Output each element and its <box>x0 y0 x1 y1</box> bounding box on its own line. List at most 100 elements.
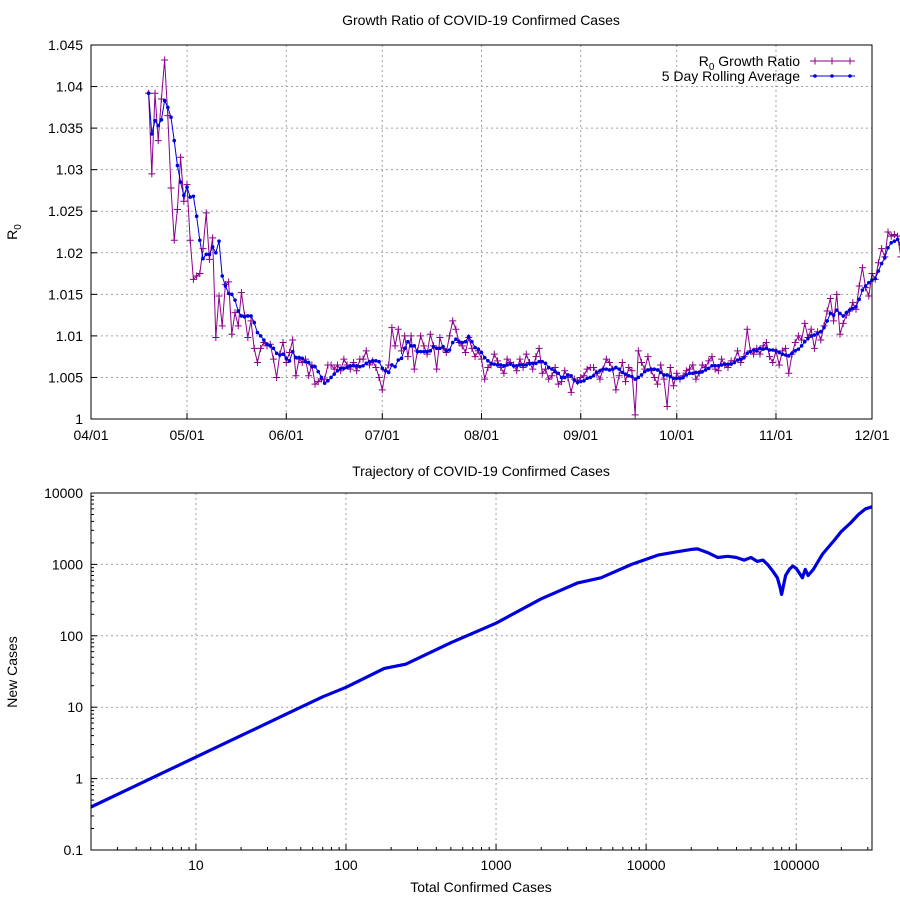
chart1-x-tick-label: 12/01 <box>854 427 889 443</box>
chart1-daily-point <box>305 372 313 380</box>
chart1-daily-point <box>359 355 367 363</box>
chart1-rolling-point <box>652 367 657 371</box>
chart1-rolling-point <box>383 368 388 373</box>
chart1-rolling-point <box>182 193 186 198</box>
chart1-rolling-point <box>729 362 733 366</box>
chart1-rolling-point <box>316 369 321 374</box>
chart1-y-tick-label: 1.025 <box>48 203 83 219</box>
chart1-daily-point <box>638 358 646 366</box>
chart1-x-tick-label: 11/01 <box>759 427 793 443</box>
chart1-rolling-point <box>732 360 737 365</box>
chart1-daily-point <box>212 334 220 342</box>
chart1-daily-point <box>196 270 204 278</box>
chart1-daily-point <box>522 350 530 358</box>
chart1-x-tick-label: 06/01 <box>269 427 304 443</box>
chart1-rolling-point <box>818 329 823 334</box>
chart1-rolling-point <box>847 308 852 312</box>
chart1-y-tick-label: 1.005 <box>48 369 83 385</box>
chart1-daily-point <box>340 355 348 363</box>
chart1-rolling-point <box>521 363 525 367</box>
chart1-daily-point <box>445 332 453 340</box>
legend-rolling-marker <box>848 74 852 78</box>
chart1-rolling-point <box>790 351 794 356</box>
chart1-daily-point <box>794 332 802 340</box>
chart1-rolling-point <box>828 311 833 316</box>
chart1-rolling-point <box>684 373 689 377</box>
chart1-daily-point <box>289 336 297 344</box>
chart1-rolling-point <box>796 347 801 351</box>
chart1-rolling-point <box>719 363 724 367</box>
chart1-rolling-point <box>380 366 385 371</box>
chart1-rolling-point <box>694 370 698 375</box>
chart1-rolling-point <box>297 355 301 360</box>
chart1-daily-point <box>807 325 815 333</box>
chart1-rolling-point <box>745 351 749 356</box>
chart2-y-tick-label: 1 <box>75 771 83 787</box>
chart1-daily-point <box>273 373 281 381</box>
chart1-daily-point <box>391 342 399 350</box>
chart1-daily-point <box>173 206 181 214</box>
chart1-rolling-point <box>191 194 196 199</box>
chart1-rolling-point <box>262 338 266 342</box>
chart1-rolling-point <box>287 359 292 363</box>
chart1-daily-point <box>650 373 658 381</box>
chart1-rolling-point <box>268 344 273 348</box>
growth-ratio-chart: Growth Ratio of COVID-19 Confirmed Cases… <box>4 12 900 443</box>
chart1-daily-point <box>887 232 895 240</box>
chart1-daily-point <box>199 245 207 253</box>
chart1-rolling-point <box>249 314 253 318</box>
chart1-daily-point <box>535 344 543 352</box>
chart1-daily-point <box>865 292 873 300</box>
chart1-rolling-point <box>751 348 756 352</box>
chart1-rolling-point <box>495 363 500 367</box>
chart1-daily-point <box>401 332 409 340</box>
chart1-rolling-point <box>671 376 676 381</box>
chart1-rolling-point <box>546 365 551 370</box>
chart1-rolling-point <box>214 250 218 255</box>
chart1-rolling-point <box>489 361 493 366</box>
chart1-daily-point <box>878 245 886 253</box>
chart1-rolling-point <box>306 360 311 365</box>
chart1-daily-point <box>897 256 900 258</box>
chart1-rolling-point <box>233 298 237 302</box>
chart1-daily-point <box>714 367 722 375</box>
chart1-daily-point <box>404 353 412 361</box>
chart1-daily-point <box>417 332 425 340</box>
chart1-rolling-point <box>681 375 685 380</box>
chart1-x-tick-label: 07/01 <box>365 427 400 443</box>
chart1-rolling-point <box>761 347 765 351</box>
chart1-daily-point <box>253 358 261 366</box>
chart1-rolling-point <box>172 138 177 143</box>
chart1-rolling-point <box>767 348 772 352</box>
chart1-rolling-point <box>418 349 423 354</box>
chart1-rolling-point <box>626 373 631 378</box>
chart1-daily-point <box>830 317 838 325</box>
chart1-daily-point <box>170 236 178 244</box>
chart1-rolling-point <box>210 245 215 249</box>
chart1-daily-point <box>161 56 169 64</box>
legend-rolling-marker <box>830 74 834 78</box>
chart1-rolling-point <box>162 98 167 103</box>
chart1-rolling-point <box>322 381 327 386</box>
chart1-daily-point <box>628 367 636 375</box>
chart1-rolling-point <box>303 359 308 364</box>
chart1-rolling-point <box>313 364 317 369</box>
chart1-daily-point <box>180 197 188 205</box>
chart1-rolling-point <box>290 349 295 354</box>
chart1-rolling-point <box>748 349 753 354</box>
chart2-y-tick-label: 10 <box>67 699 83 715</box>
chart1-daily-point <box>596 375 604 383</box>
chart1-daily-point <box>660 375 668 383</box>
chart1-rolling-point <box>764 346 769 351</box>
chart1-daily-point <box>167 184 175 192</box>
chart1-rolling-point <box>188 195 193 199</box>
chart1-rolling-point <box>642 369 647 374</box>
chart1-rolling-point <box>662 373 666 377</box>
chart1-daily-point <box>215 292 223 300</box>
chart1-daily-point <box>513 367 521 375</box>
chart1-rolling-point <box>258 334 263 338</box>
chart1-daily-point <box>257 344 265 352</box>
chart1-daily-point <box>743 325 751 333</box>
chart1-rolling-point <box>812 333 817 337</box>
chart2-tick-labels: 10 100 1000 10000 100000 0.1 1 10 100 1000 10000 <box>44 485 820 873</box>
